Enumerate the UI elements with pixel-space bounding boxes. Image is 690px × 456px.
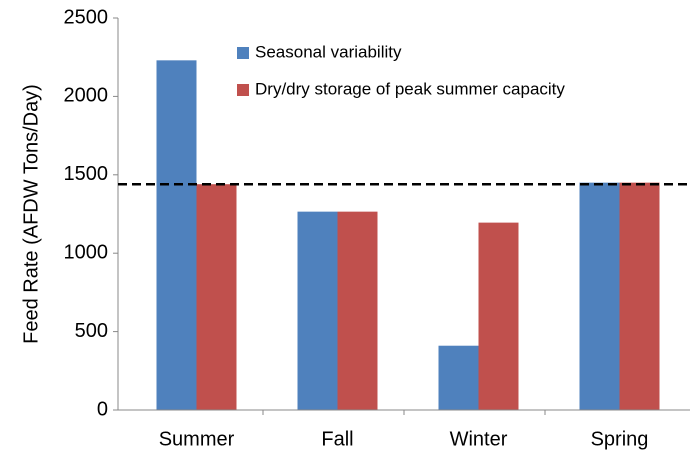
legend-swatch bbox=[237, 84, 249, 96]
y-tick-label: 500 bbox=[75, 320, 108, 342]
legend-label: Dry/dry storage of peak summer capacity bbox=[255, 79, 565, 98]
legend: Seasonal variability Dry/dry storage of p… bbox=[237, 42, 565, 98]
x-tick-label: Fall bbox=[321, 428, 353, 450]
y-tick-label: 1000 bbox=[64, 241, 109, 263]
bar bbox=[438, 345, 479, 410]
y-tick-label: 1500 bbox=[64, 163, 109, 185]
bar bbox=[337, 211, 378, 410]
bar bbox=[297, 211, 338, 410]
y-tick-label: 2000 bbox=[64, 85, 109, 107]
bar bbox=[579, 182, 620, 410]
bar bbox=[156, 60, 197, 410]
y-tick-label: 0 bbox=[97, 398, 108, 420]
y-axis-label: Feed Rate (AFDW Tons/Day) bbox=[20, 84, 42, 344]
x-tick-label: Winter bbox=[450, 428, 508, 450]
legend-swatch bbox=[237, 47, 249, 59]
legend-label: Seasonal variability bbox=[255, 42, 402, 61]
x-tick-label: Spring bbox=[591, 428, 649, 450]
x-tick-label: Summer bbox=[159, 428, 235, 450]
y-tick-label: 2500 bbox=[64, 6, 109, 28]
bar bbox=[196, 184, 237, 410]
bar bbox=[619, 182, 660, 410]
bar bbox=[478, 222, 519, 410]
